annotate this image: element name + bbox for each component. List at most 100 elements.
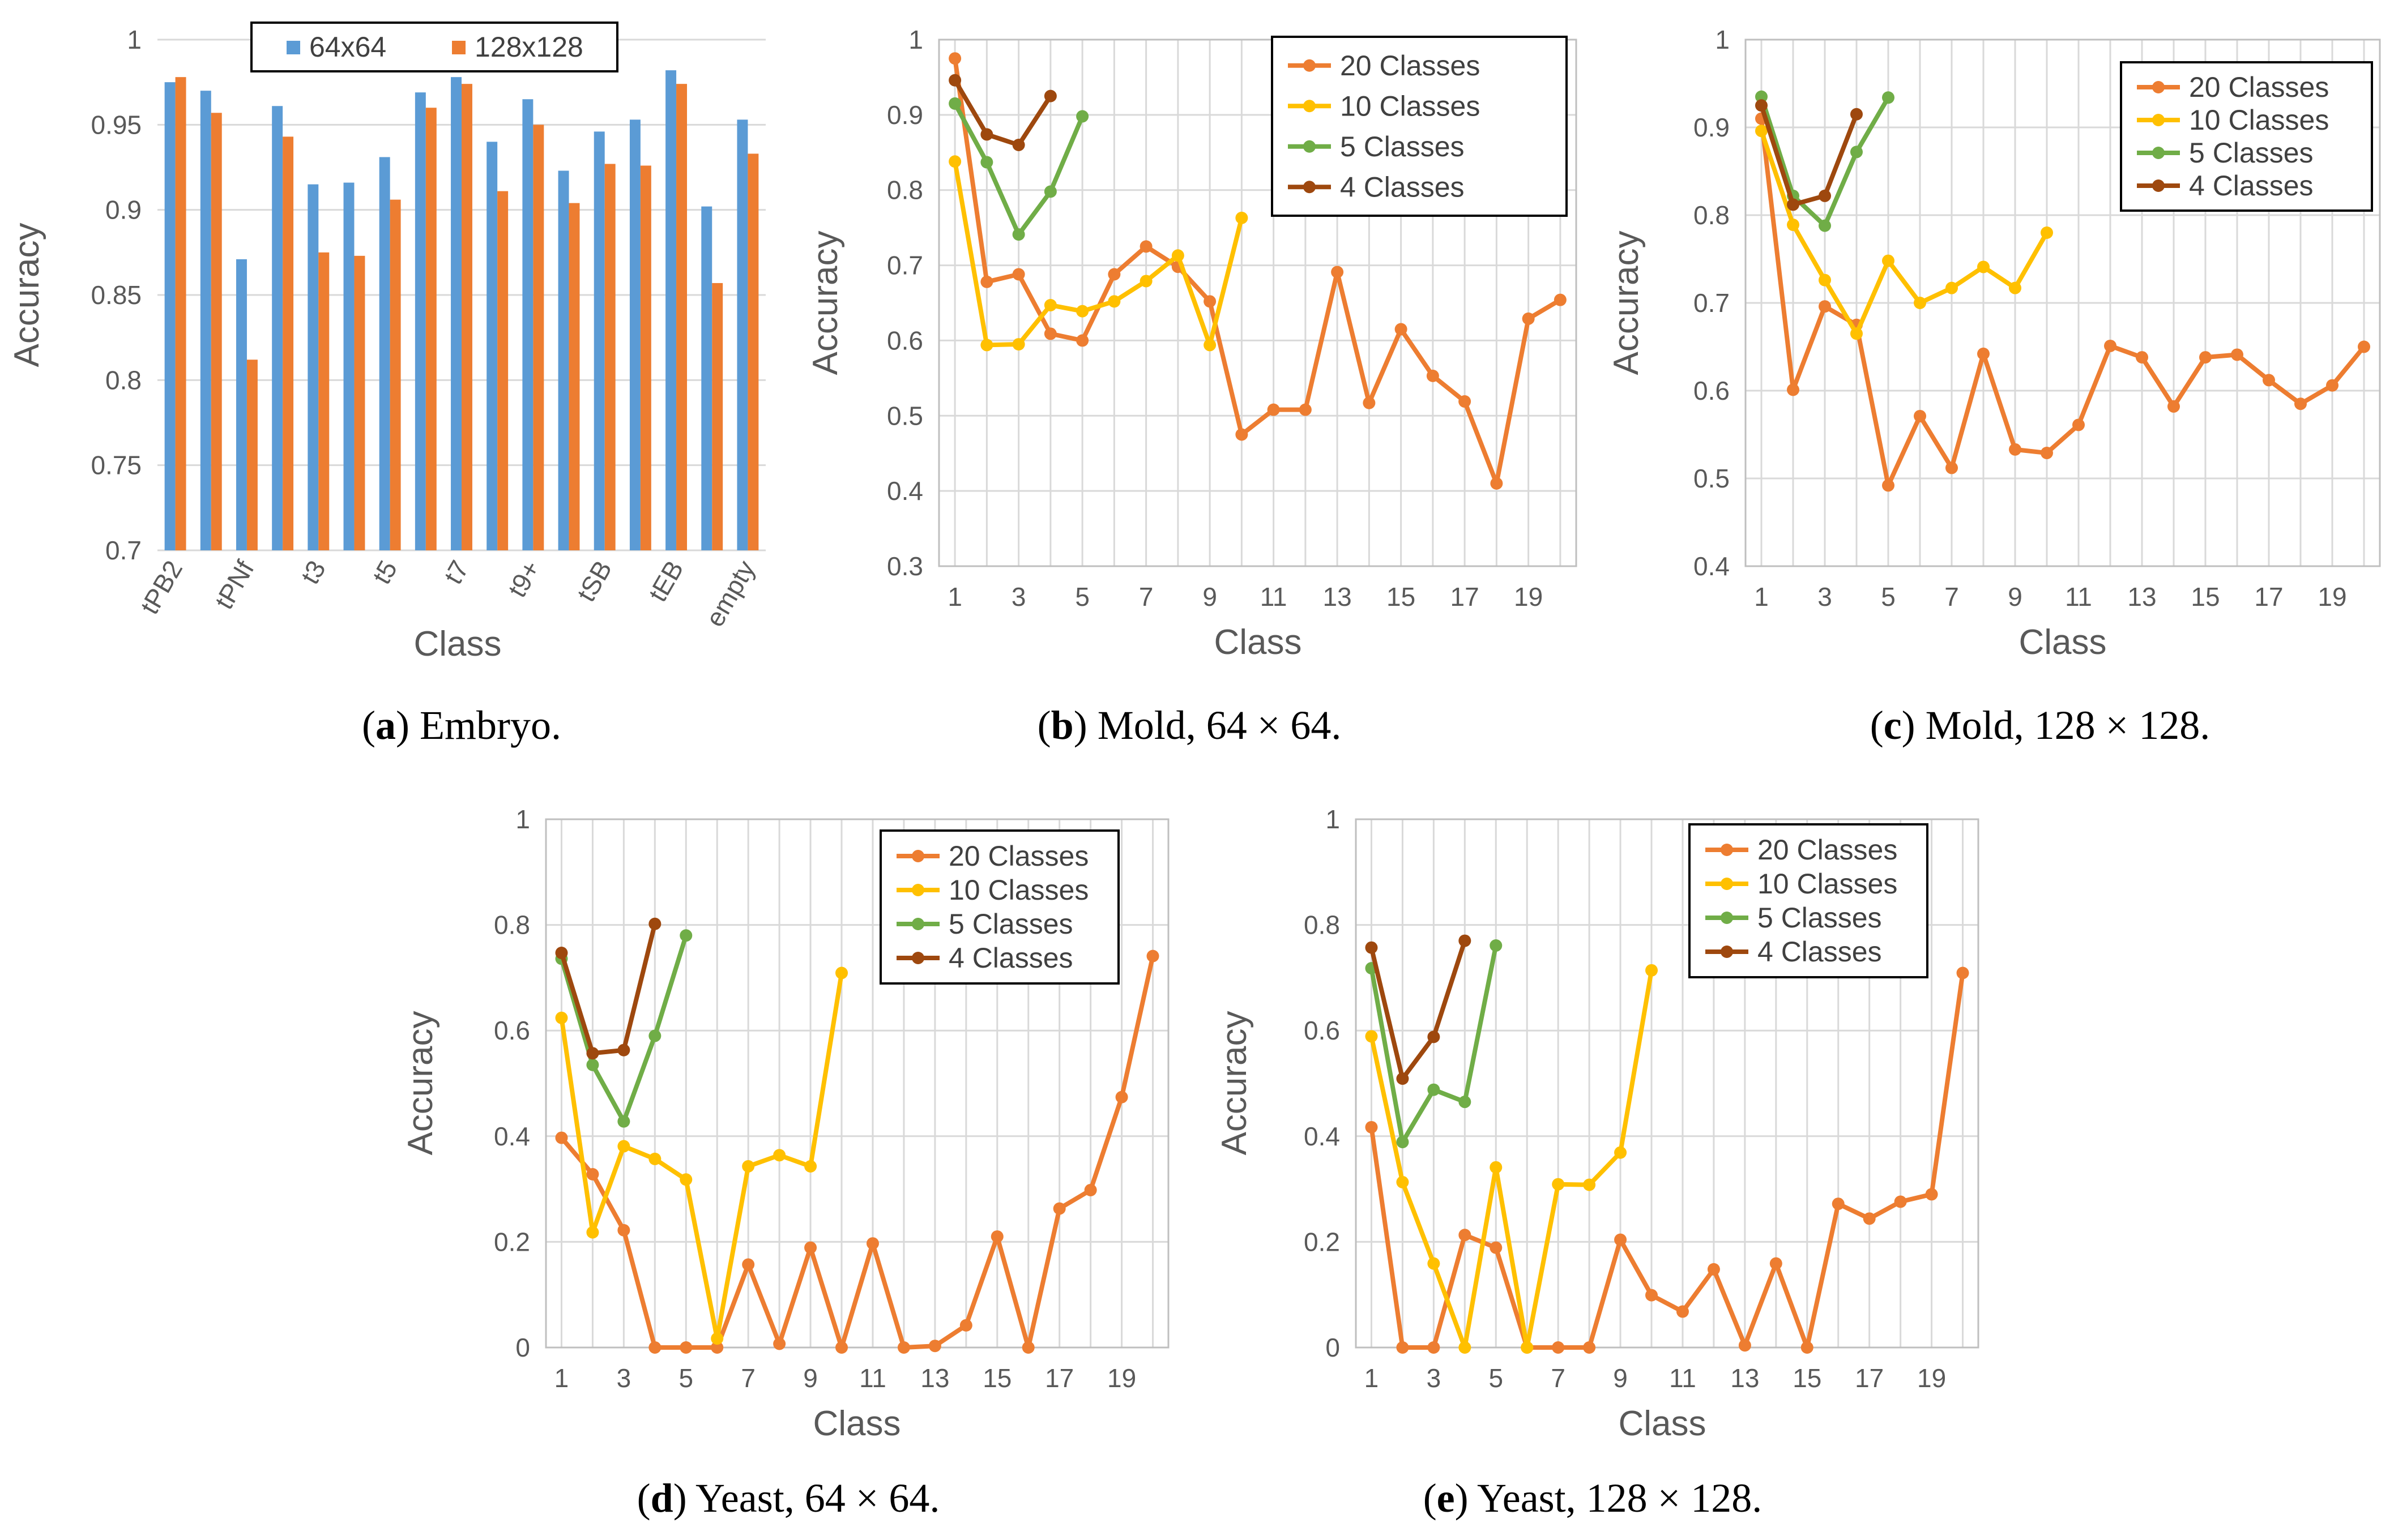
x-tick-label: 19 (1514, 582, 1543, 611)
data-point (1146, 949, 1159, 962)
caption-label: a (375, 703, 396, 748)
data-point (980, 339, 993, 352)
x-tick-label: 1 (1754, 582, 1769, 611)
y-axis-title: Accuracy (1607, 231, 1646, 375)
caption-paren-open: ( (362, 703, 375, 748)
series-128x128 (175, 77, 759, 551)
bar-tSB-64x64 (594, 131, 605, 551)
data-point (1044, 185, 1057, 198)
data-point (1522, 312, 1535, 325)
data-point (1044, 298, 1057, 311)
bar-tPNf-64x64 (236, 259, 247, 550)
data-point (1012, 268, 1025, 281)
y-axis-title: Accuracy (1215, 1011, 1254, 1156)
series-20-classes (1365, 966, 1969, 1354)
data-point (1583, 1178, 1596, 1191)
data-point (949, 155, 962, 168)
x-tick-label: 15 (1386, 582, 1415, 611)
y-tick-label: 0.3 (887, 551, 923, 581)
data-point (1894, 1195, 1907, 1208)
legend-label: 4 Classes (949, 942, 1073, 974)
legend-marker-sample (1721, 912, 1733, 924)
series-10-classes (949, 155, 1248, 352)
legend-label: 10 Classes (949, 874, 1089, 906)
data-point (1115, 1090, 1128, 1103)
panel-e-yeast-128-line-chart: 00.20.40.60.811 3 5 7 9 11 13 15 17 19AccuracyCla… (1215, 805, 1979, 1521)
x-axis-title: Class (1618, 1404, 1706, 1443)
caption-text: Mold, 64 × 64. (1087, 703, 1342, 748)
y-tick-label: 0.8 (1304, 910, 1340, 940)
data-point (1458, 1096, 1471, 1109)
data-point (1552, 1178, 1565, 1191)
series-line (1759, 116, 2366, 488)
legend-label: 128x128 (475, 31, 583, 63)
data-point (617, 1043, 630, 1056)
data-point (773, 1337, 786, 1350)
series-4-classes (555, 917, 662, 1060)
bar-t5-128x128 (390, 199, 401, 550)
bar-t3-128x128 (318, 252, 330, 550)
x-axis-title: Class (2019, 623, 2106, 662)
data-point (1490, 1161, 1503, 1174)
legend-label: 20 Classes (1757, 834, 1897, 866)
legend-label: 4 Classes (1757, 936, 1882, 968)
data-point (1787, 198, 1799, 211)
x-tick-label: 15 (983, 1363, 1012, 1393)
data-point (1458, 1229, 1471, 1242)
bar-tPB2-128x128 (175, 77, 186, 550)
x-tick-label: t5 (366, 555, 403, 589)
data-point (1977, 347, 1990, 360)
bar-t7-64x64 (451, 77, 462, 550)
data-point (680, 1173, 693, 1186)
x-tick-label: tPNf (209, 555, 260, 614)
x-tick-label: 17 (1855, 1363, 1884, 1393)
series-line (1759, 129, 2049, 336)
y-axis-title: Accuracy (7, 223, 46, 367)
series-line (1369, 970, 1965, 1350)
data-point (773, 1149, 786, 1162)
caption-text: Embryo. (409, 703, 561, 748)
data-point (1882, 91, 1894, 104)
data-point (1331, 266, 1344, 279)
data-point (949, 97, 962, 110)
y-axis-title: Accuracy (401, 1011, 440, 1156)
data-point (1076, 305, 1089, 318)
data-point (1363, 396, 1376, 409)
y-tick-label: 0.6 (1693, 376, 1730, 405)
legend-marker-sample (1303, 140, 1316, 153)
data-point (1738, 1339, 1751, 1352)
data-point (648, 1152, 662, 1165)
data-point (1394, 323, 1407, 336)
y-tick-label: 0.95 (91, 110, 142, 139)
bar-t4-128x128 (354, 255, 365, 550)
y-tick-label: 0.9 (105, 195, 142, 225)
x-tick-label: 15 (2191, 582, 2220, 611)
data-point (835, 1341, 848, 1354)
y-tick-label: 0.6 (887, 326, 923, 355)
data-point (617, 1224, 630, 1237)
x-tick-label: 7 (1944, 582, 1959, 611)
caption-paren-close: ) (396, 703, 409, 748)
data-point (586, 1047, 599, 1060)
x-tick-label: 13 (2127, 582, 2156, 611)
y-tick-label: 0.8 (887, 176, 923, 205)
data-point (586, 1058, 599, 1071)
caption-text: Yeast, 64 × 64. (687, 1475, 940, 1521)
series-4-classes (1365, 934, 1471, 1085)
data-point (980, 128, 993, 141)
y-tick-label: 1 (1715, 25, 1730, 54)
data-point (711, 1332, 724, 1345)
x-tick-label: 3 (1817, 582, 1832, 611)
data-point (1427, 1341, 1440, 1354)
data-point (1787, 219, 1799, 232)
bar-empty-128x128 (748, 153, 759, 550)
y-tick-label: 0.6 (494, 1016, 530, 1045)
data-point (1076, 110, 1089, 123)
data-point (2009, 281, 2021, 294)
caption-label: d (651, 1475, 673, 1521)
series-5-classes (949, 97, 1089, 241)
y-tick-label: 0.7 (1693, 288, 1730, 318)
data-point (1819, 219, 1831, 232)
